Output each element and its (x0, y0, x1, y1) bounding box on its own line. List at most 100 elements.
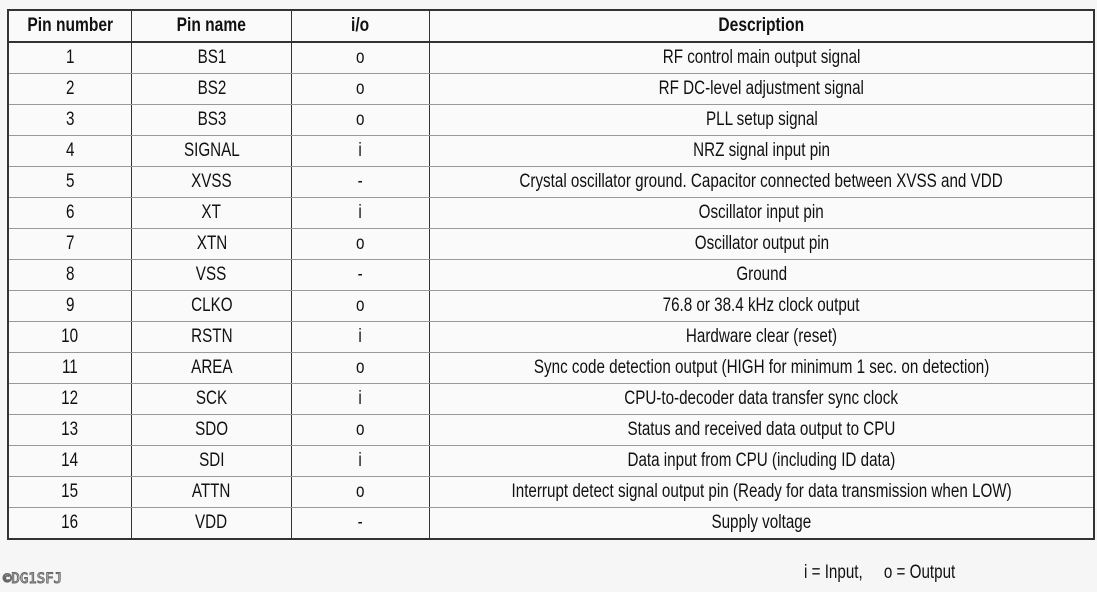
cell-pin-number: 5 (8, 166, 132, 198)
cell-text: VSS (196, 264, 227, 285)
cell-description: Data input from CPU (including ID data) (429, 445, 1094, 477)
header-text: Pin name (176, 15, 247, 36)
table-row: 8 VSS - Ground (8, 259, 1094, 291)
cell-text: o (356, 233, 365, 254)
cell-pin-number: 16 (8, 507, 132, 540)
cell-text: i (358, 450, 363, 471)
cell-text: Data input from CPU (including ID data) (627, 450, 896, 471)
cell-text: o (356, 357, 365, 378)
cell-text: CPU-to-decoder data transfer sync clock (624, 388, 899, 409)
table-row: 2 BS2 o RF DC-level adjustment signal (8, 73, 1094, 105)
cell-pin-number: 6 (8, 197, 132, 229)
cell-pin-name: BS3 (131, 104, 292, 136)
cell-text: o (356, 47, 365, 68)
table-row: 14 SDI i Data input from CPU (including ID … (8, 445, 1094, 477)
header-text: Pin number (27, 15, 113, 36)
cell-text: 10 (61, 326, 79, 347)
header-row: Pin number Pin name i/o Description (8, 10, 1094, 43)
cell-text: 5 (65, 171, 75, 192)
cell-pin-name: SDO (131, 414, 292, 446)
cell-text: o (356, 481, 365, 502)
cell-description: Interrupt detect signal output pin (Read… (429, 476, 1094, 508)
cell-pin-name: CLKO (131, 290, 292, 322)
cell-text: o (356, 109, 365, 130)
cell-text: NRZ signal input pin (693, 140, 830, 161)
table-row: 15 ATTN o Interrupt detect signal output pi… (8, 476, 1094, 508)
cell-text: Ground (736, 264, 787, 285)
cell-pin-number: 14 (8, 445, 132, 477)
table-row: 13 SDO o Status and received data output to… (8, 414, 1094, 446)
cell-pin-number: 10 (8, 321, 132, 353)
cell-description: Oscillator input pin (429, 197, 1094, 229)
cell-text: 7 (65, 233, 75, 254)
cell-pin-number: 9 (8, 290, 132, 322)
watermark: ©DG1SFJ (2, 571, 63, 588)
cell-text: 3 (65, 109, 75, 130)
io-legend: i = Input, o = Output (804, 562, 993, 584)
cell-pin-number: 8 (8, 259, 132, 291)
table-row: 11 AREA o Sync code detection output (HIGH … (8, 352, 1094, 384)
cell-io: o (291, 104, 430, 136)
cell-text: 9 (65, 295, 75, 316)
cell-text: SIGNAL (183, 140, 240, 161)
cell-pin-name: ATTN (131, 476, 292, 508)
cell-text: i (358, 326, 363, 347)
cell-pin-name: SDI (131, 445, 292, 477)
cell-pin-number: 7 (8, 228, 132, 260)
header-pin-number: Pin number (8, 10, 132, 43)
cell-description: RF DC-level adjustment signal (429, 73, 1094, 105)
cell-pin-name: XT (131, 197, 292, 229)
table-row: 9 CLKO o 76.8 or 38.4 kHz clock output (8, 290, 1094, 322)
cell-io: - (291, 259, 430, 291)
cell-pin-name: XTN (131, 228, 292, 260)
cell-pin-number: 15 (8, 476, 132, 508)
cell-io: i (291, 321, 430, 353)
cell-text: 14 (61, 450, 79, 471)
cell-text: 4 (65, 140, 75, 161)
cell-io: o (291, 414, 430, 446)
table-row: 7 XTN o Oscillator output pin (8, 228, 1094, 260)
cell-text: BS2 (197, 78, 226, 99)
cell-pin-name: BS1 (131, 42, 292, 74)
cell-text: RF DC-level adjustment signal (658, 78, 865, 99)
cell-description: NRZ signal input pin (429, 135, 1094, 167)
cell-description: Status and received data output to CPU (429, 414, 1094, 446)
cell-text: CLKO (190, 295, 233, 316)
header-io: i/o (291, 10, 430, 43)
cell-text: 15 (61, 481, 79, 502)
cell-description: Crystal oscillator ground. Capacitor con… (429, 166, 1094, 198)
cell-text: Crystal oscillator ground. Capacitor con… (519, 171, 1004, 192)
cell-description: Ground (429, 259, 1094, 291)
cell-io: - (291, 166, 430, 198)
cell-description: Sync code detection output (HIGH for min… (429, 352, 1094, 384)
cell-text: 11 (62, 357, 78, 378)
table-row: 3 BS3 o PLL setup signal (8, 104, 1094, 136)
cell-text: Oscillator output pin (694, 233, 829, 254)
cell-text: i (358, 388, 363, 409)
cell-text: BS3 (197, 109, 226, 130)
cell-text: 8 (65, 264, 75, 285)
cell-io: i (291, 135, 430, 167)
table-row: 4 SIGNAL i NRZ signal input pin (8, 135, 1094, 167)
cell-io: o (291, 42, 430, 74)
cell-text: 12 (61, 388, 79, 409)
table-row: 16 VDD - Supply voltage (8, 507, 1094, 540)
cell-text: PLL setup signal (705, 109, 818, 130)
cell-io: o (291, 352, 430, 384)
cell-pin-number: 13 (8, 414, 132, 446)
cell-text: Supply voltage (711, 512, 812, 533)
cell-text: 1 (65, 47, 75, 68)
cell-pin-name: XVSS (131, 166, 292, 198)
cell-text: XTN (196, 233, 227, 254)
cell-pin-number: 1 (8, 42, 132, 74)
cell-description: RF control main output signal (429, 42, 1094, 74)
cell-pin-name: BS2 (131, 73, 292, 105)
table-row: 1 BS1 o RF control main output signal (8, 42, 1094, 74)
table-row: 5 XVSS - Crystal oscillator ground. Capacit… (8, 166, 1094, 198)
cell-description: PLL setup signal (429, 104, 1094, 136)
cell-text: XT (201, 202, 222, 223)
cell-text: SCK (195, 388, 228, 409)
header-text: i/o (351, 15, 370, 36)
cell-io: i (291, 445, 430, 477)
cell-pin-number: 2 (8, 73, 132, 105)
